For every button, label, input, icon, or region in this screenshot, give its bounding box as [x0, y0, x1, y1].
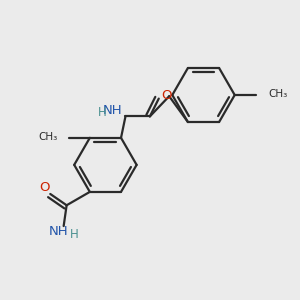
Text: O: O: [161, 88, 171, 101]
Text: O: O: [39, 181, 50, 194]
Text: CH₃: CH₃: [38, 132, 58, 142]
Text: H: H: [98, 106, 107, 119]
Text: H: H: [70, 228, 78, 241]
Text: CH₃: CH₃: [268, 89, 288, 99]
Text: NH: NH: [49, 225, 68, 238]
Text: NH: NH: [103, 104, 123, 117]
